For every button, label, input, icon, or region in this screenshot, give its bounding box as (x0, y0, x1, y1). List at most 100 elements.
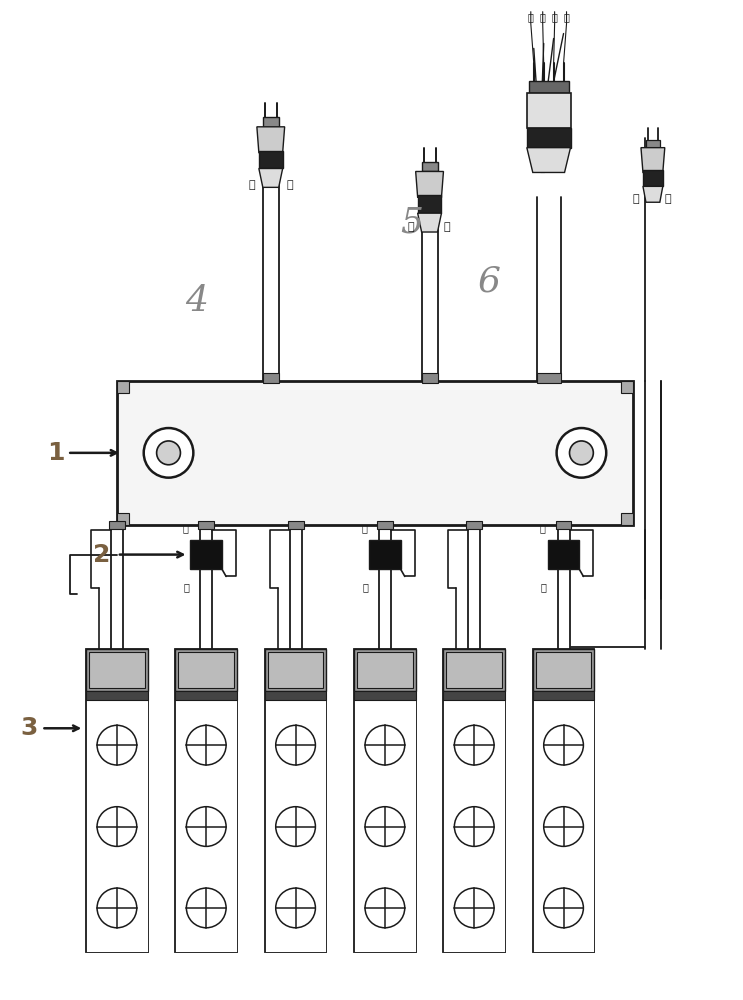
Text: 白: 白 (287, 180, 293, 190)
Bar (265, 649, 326, 952)
Bar (548, 540, 580, 569)
Bar (117, 381, 633, 525)
Circle shape (544, 725, 583, 765)
Bar (109, 521, 125, 529)
Bar (444, 649, 505, 691)
Polygon shape (527, 148, 571, 172)
Text: 1: 1 (47, 441, 64, 465)
Bar (117, 381, 129, 393)
Bar (527, 128, 571, 148)
Bar (86, 700, 148, 952)
Bar (536, 653, 591, 948)
Bar (175, 700, 237, 952)
Bar (621, 513, 633, 525)
Polygon shape (643, 186, 663, 202)
Text: 绿: 绿 (407, 222, 414, 232)
Polygon shape (641, 148, 665, 172)
Bar (190, 540, 222, 569)
Circle shape (143, 428, 193, 478)
Text: 白: 白 (184, 582, 189, 592)
Bar (447, 653, 501, 948)
Bar (178, 652, 234, 688)
Text: 绿: 绿 (361, 523, 367, 533)
Bar (536, 373, 560, 383)
Circle shape (569, 441, 594, 465)
Text: 黄: 黄 (248, 180, 255, 190)
Bar (529, 81, 568, 93)
Bar (418, 195, 441, 213)
Text: 2: 2 (94, 543, 111, 567)
Bar (198, 521, 214, 529)
Bar (90, 653, 143, 948)
Polygon shape (259, 168, 282, 187)
Bar (421, 162, 438, 171)
Bar (444, 649, 505, 952)
Bar (265, 700, 326, 952)
Text: 黄: 黄 (183, 523, 189, 533)
Bar (536, 652, 591, 688)
Text: 黄: 黄 (528, 12, 533, 22)
Circle shape (186, 807, 226, 846)
Bar (89, 652, 145, 688)
Bar (354, 649, 415, 691)
Text: 蓝: 蓝 (552, 12, 557, 22)
Bar (556, 521, 571, 529)
Bar (288, 521, 303, 529)
Text: 白: 白 (444, 222, 450, 232)
Bar (621, 381, 633, 393)
Circle shape (455, 725, 494, 765)
Bar (265, 691, 326, 700)
Bar (180, 653, 233, 948)
Text: 4: 4 (185, 284, 208, 318)
Circle shape (365, 888, 405, 928)
Bar (263, 373, 279, 383)
Circle shape (557, 428, 606, 478)
Bar (467, 521, 482, 529)
Circle shape (97, 725, 137, 765)
Text: 红: 红 (540, 523, 545, 533)
Text: 白: 白 (665, 194, 672, 204)
Bar (358, 653, 412, 948)
Bar (86, 691, 148, 700)
Bar (267, 652, 323, 688)
Text: 红: 红 (539, 12, 545, 22)
Bar (265, 649, 326, 691)
Text: 5: 5 (400, 205, 424, 239)
Bar (533, 649, 594, 952)
Bar (354, 649, 415, 952)
Bar (175, 649, 237, 952)
Circle shape (276, 888, 316, 928)
Bar (86, 649, 148, 952)
Circle shape (365, 807, 405, 846)
Circle shape (186, 888, 226, 928)
Circle shape (186, 725, 226, 765)
Bar (86, 649, 148, 691)
Circle shape (276, 807, 316, 846)
Polygon shape (418, 213, 441, 232)
Text: 红: 红 (632, 194, 639, 204)
Bar (444, 700, 505, 952)
Bar (377, 521, 393, 529)
Bar (527, 93, 571, 128)
Circle shape (157, 441, 181, 465)
Bar (354, 700, 415, 952)
Text: 白: 白 (362, 582, 368, 592)
Circle shape (455, 888, 494, 928)
Text: 6: 6 (478, 265, 501, 299)
Bar (175, 649, 237, 691)
Text: 蓝: 蓝 (564, 12, 569, 22)
Polygon shape (415, 171, 444, 197)
Bar (357, 652, 412, 688)
Bar (269, 653, 322, 948)
Bar (444, 691, 505, 700)
Bar (354, 691, 415, 700)
Bar (369, 540, 400, 569)
Bar (533, 649, 594, 691)
Text: 白: 白 (541, 582, 547, 592)
Bar (175, 691, 237, 700)
Bar (533, 691, 594, 700)
Bar (263, 117, 279, 127)
Bar (117, 513, 129, 525)
Circle shape (97, 807, 137, 846)
Bar (421, 373, 438, 383)
